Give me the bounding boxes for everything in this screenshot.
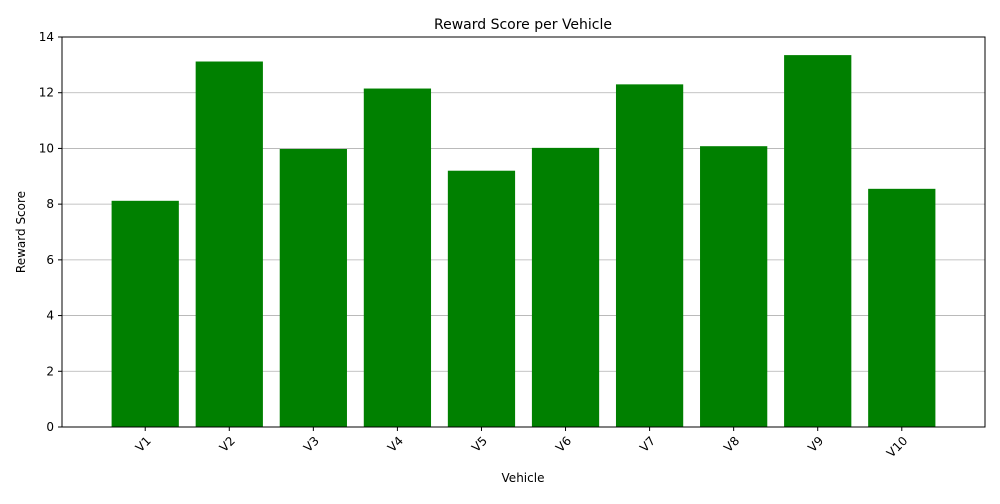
bar-v1 (111, 200, 179, 427)
bar-v6 (531, 147, 600, 427)
y-axis-label: Reward Score (14, 191, 28, 273)
y-tick-label-0: 0 (46, 420, 54, 434)
x-axis-label: Vehicle (502, 471, 545, 485)
chart-title: Reward Score per Vehicle (434, 17, 612, 33)
bar-v2 (195, 61, 263, 428)
bar-v7 (615, 84, 684, 427)
x-tick-label-v5: V5 (469, 434, 490, 455)
y-axis-ticks: 0 2 4 6 8 10 12 14 (39, 30, 62, 434)
bar-v10 (868, 188, 936, 427)
y-tick-label-2: 4 (46, 309, 54, 323)
x-tick-label-v9: V9 (805, 434, 826, 455)
x-tick-label-v2: V2 (217, 434, 238, 455)
y-tick-label-5: 10 (39, 141, 54, 155)
y-tick-label-7: 14 (39, 30, 54, 44)
x-tick-label-v1: V1 (133, 434, 154, 455)
bar-v8 (700, 146, 768, 427)
y-tick-label-6: 12 (39, 86, 54, 100)
x-tick-label-v3: V3 (301, 434, 322, 455)
y-tick-label-1: 2 (46, 364, 54, 378)
bar-v4 (363, 88, 432, 428)
x-tick-label-v6: V6 (553, 434, 574, 455)
x-tick-label-v8: V8 (721, 434, 742, 455)
bar-v9 (784, 55, 852, 427)
x-tick-label-v7: V7 (637, 434, 658, 455)
bars (111, 55, 936, 428)
x-tick-label-v4: V4 (385, 434, 406, 455)
plot-frame (61, 36, 986, 428)
bar-v5 (447, 170, 516, 427)
x-axis-ticks: V1 V2 V3 V4 V5 V6 V7 V8 V9 V10 (133, 427, 911, 461)
bar-v3 (279, 148, 347, 427)
y-tick-label-3: 6 (46, 253, 54, 267)
y-tick-label-4: 8 (46, 197, 54, 211)
x-tick-label-v10: V10 (884, 434, 911, 461)
